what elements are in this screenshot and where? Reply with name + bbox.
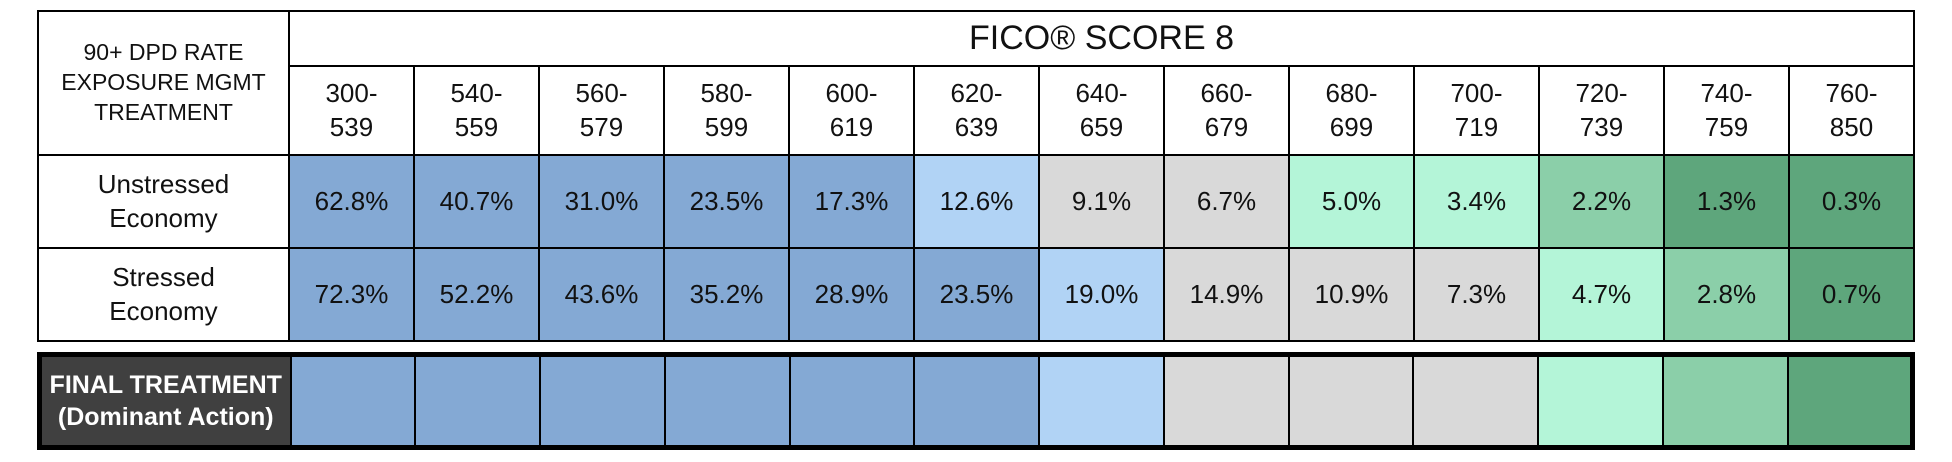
treatment-cell [539,353,666,449]
value-cell: 1.3% [1663,154,1790,249]
treatment-cell [663,353,791,449]
corner-line: TREATMENT [94,98,233,125]
range-label: 700-719 [1450,77,1503,142]
row-label: Unstressed Economy [97,168,230,233]
range-label: 720-739 [1575,77,1628,142]
range-cell: 300-539 [288,65,415,156]
value-cell: 72.3% [288,247,415,342]
final-label-cell: FINAL TREATMENT (Dominant Action) [38,353,292,449]
value-cell: 3.4% [1413,154,1540,249]
treatment-cell [1162,353,1290,449]
range-label: 580-599 [700,77,753,142]
range-label: 600-619 [825,77,878,142]
range-cell: 680-699 [1288,65,1415,156]
range-label: 300-539 [325,77,378,142]
range-cell: 700-719 [1413,65,1540,156]
treatment-cell [1786,353,1914,449]
final-label-line: FINAL TREATMENT [49,370,282,399]
range-cell: 580-599 [663,65,790,156]
value-cell: 31.0% [538,154,665,249]
value-cell: 4.7% [1538,247,1665,342]
range-cell: 560-579 [538,65,665,156]
range-label: 540-559 [450,77,503,142]
value-cell: 17.3% [788,154,915,249]
range-cell: 540-559 [413,65,540,156]
range-label: 680-699 [1325,77,1378,142]
treatment-cell [1038,353,1165,449]
value-cell: 40.7% [413,154,540,249]
value-cell: 23.5% [913,247,1040,342]
range-cell: 660-679 [1163,65,1290,156]
treatment-cell [1661,353,1789,449]
range-label: 640-659 [1075,77,1128,142]
value-cell: 2.8% [1663,247,1790,342]
value-cell: 43.6% [538,247,665,342]
range-label: 660-679 [1200,77,1253,142]
header-row: 90+ DPD RATE EXPOSURE MGMT TREATMENT FICO® … [37,10,1915,156]
range-row: 300-539 540-559 560-579 580-599 600-619 620-6… [38,65,1915,156]
value-cell: 52.2% [413,247,540,342]
row-label-cell: Unstressed Economy [37,154,290,249]
range-label: 620-639 [950,77,1003,142]
range-cell: 640-659 [1038,65,1165,156]
treatment-cell [1287,353,1415,449]
final-label-line: (Dominant Action) [57,403,274,431]
table-title: FICO® SCORE 8 [288,10,1915,67]
value-cell: 6.7% [1163,154,1290,249]
treatment-cell [1412,353,1540,449]
data-row: Unstressed Economy 62.8% 40.7% 31.0% 23.5% 17… [37,154,1915,249]
treatment-cell [289,353,417,449]
corner-line: 90+ DPD RATE [83,39,244,66]
range-cell: 760-850 [1788,65,1915,156]
range-label: 740-759 [1700,77,1753,142]
treatment-cell [913,353,1041,449]
row-label-cell: Stressed Economy [37,247,290,342]
value-cell: 7.3% [1413,247,1540,342]
range-cell: 720-739 [1538,65,1665,156]
corner-line: EXPOSURE MGMT [61,69,266,96]
value-cell: 0.7% [1788,247,1915,342]
treatment-cell [788,353,916,449]
range-cell: 620-639 [913,65,1040,156]
value-cell: 12.6% [913,154,1040,249]
row-label: Stressed Economy [109,261,218,326]
corner-cell: 90+ DPD RATE EXPOSURE MGMT TREATMENT [37,10,290,156]
value-cell: 14.9% [1163,247,1290,342]
treatment-cell [1537,353,1664,449]
range-label: 760-850 [1825,77,1878,142]
value-cell: 0.3% [1788,154,1915,249]
data-row: Stressed Economy 72.3% 52.2% 43.6% 35.2% 28.9… [37,247,1915,342]
treatment-cell [414,353,542,449]
final-row: FINAL TREATMENT (Dominant Action) [38,353,1914,449]
value-cell: 62.8% [288,154,415,249]
final-table: FINAL TREATMENT (Dominant Action) [37,352,1915,450]
range-cell: 600-619 [788,65,915,156]
range-label: 560-579 [575,77,628,142]
value-cell: 19.0% [1038,247,1165,342]
value-cell: 5.0% [1288,154,1415,249]
value-cell: 35.2% [663,247,790,342]
value-cell: 10.9% [1288,247,1415,342]
value-cell: 2.2% [1538,154,1665,249]
value-cell: 28.9% [788,247,915,342]
rate-table: 90+ DPD RATE EXPOSURE MGMT TREATMENT FICO® … [37,10,1915,342]
range-cell: 740-759 [1663,65,1790,156]
value-cell: 23.5% [663,154,790,249]
value-cell: 9.1% [1038,154,1165,249]
